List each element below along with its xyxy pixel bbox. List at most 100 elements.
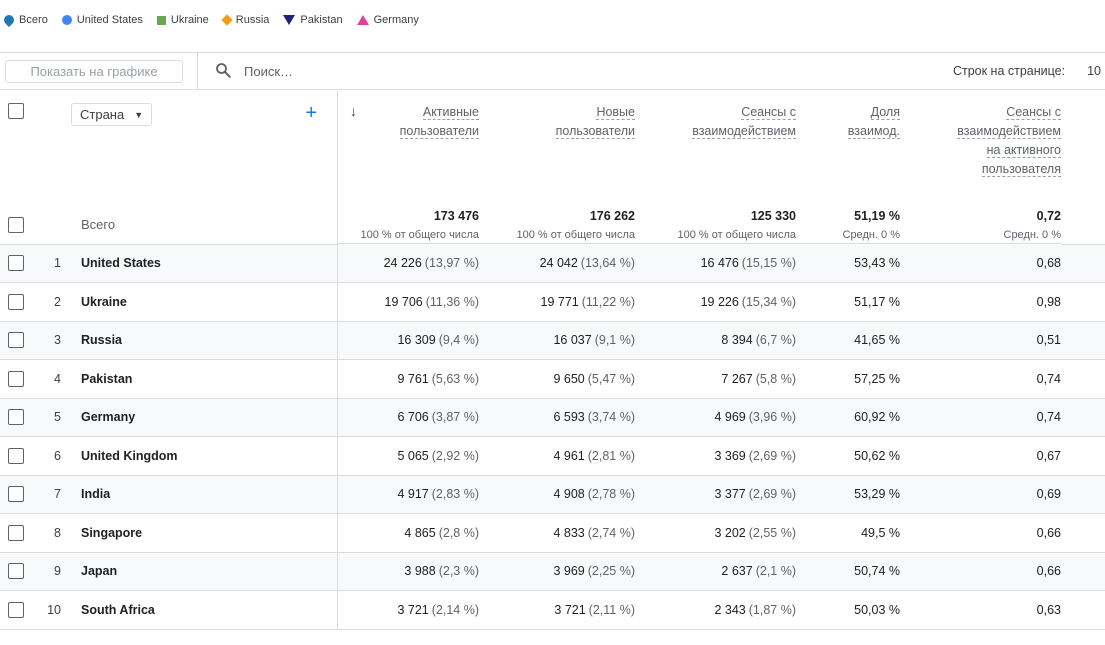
row-engaged-sessions: 3 369 (2,69 %) <box>635 437 796 476</box>
percent: (9,1 %) <box>594 333 635 348</box>
row-checkbox[interactable] <box>8 216 24 233</box>
row-spacer <box>1061 360 1105 399</box>
percent: (6,7 %) <box>755 333 796 348</box>
row-country[interactable]: South Africa <box>71 591 338 630</box>
row-checkbox[interactable] <box>8 255 24 272</box>
legend-circle-icon <box>61 15 72 25</box>
row-sessions-per-user: 0,51 <box>900 321 1061 360</box>
search-icon[interactable] <box>214 61 232 82</box>
row-country[interactable]: Singapore <box>71 514 338 553</box>
percent: (2,69 %) <box>748 487 796 502</box>
totals-spacer <box>1061 206 1105 245</box>
row-engaged-sessions: 8 394 (6,7 %) <box>635 321 796 360</box>
header-metric[interactable]: Новые пользователи <box>479 91 635 206</box>
row-country[interactable]: Pakistan <box>71 360 338 399</box>
row-checkbox[interactable] <box>8 409 24 426</box>
metric-title-line: на активного <box>986 143 1061 158</box>
row-checkbox-cell <box>0 321 33 360</box>
toolbar-divider <box>197 52 198 90</box>
totals-metric: 173 476 100 % от общего числа <box>338 206 479 244</box>
plot-rows-button[interactable]: Показать на графике <box>5 59 183 83</box>
row-engaged-sessions: 2 637 (2,1 %) <box>635 552 796 591</box>
value: 4 908 <box>553 487 585 502</box>
row-spacer <box>1061 514 1105 553</box>
metric-title: Доля взаимод. <box>847 103 900 141</box>
row-sessions-per-user: 0,68 <box>900 244 1061 283</box>
row-checkbox[interactable] <box>8 332 24 349</box>
totals-value: 0,72 <box>1036 208 1061 223</box>
row-rank: 1 <box>33 244 71 283</box>
row-sessions-per-user: 0,98 <box>900 283 1061 322</box>
legend-item[interactable]: Pakistan <box>283 14 343 26</box>
row-spacer <box>1061 437 1105 476</box>
row-country[interactable]: India <box>71 475 338 514</box>
dimension-dropdown[interactable]: Страна ▼ <box>71 103 153 126</box>
value: 9 761 <box>397 371 429 386</box>
legend-item[interactable]: United States <box>61 14 143 26</box>
row-sessions-per-user: 0,66 <box>900 552 1061 591</box>
header-metric[interactable]: Сеансы с взаимодействием на активного польз… <box>900 91 1061 206</box>
legend-tri-up-icon <box>356 15 369 25</box>
value: 9 650 <box>553 371 585 386</box>
value: 16 037 <box>553 333 592 348</box>
legend-label: Russia <box>235 14 270 26</box>
totals-subtext: 100 % от общего числа <box>516 228 635 241</box>
percent: (15,15 %) <box>741 256 796 271</box>
legend-item[interactable]: Russia <box>221 14 270 26</box>
percent: (9,4 %) <box>438 333 479 348</box>
row-engaged-sessions: 19 226 (15,34 %) <box>635 283 796 322</box>
metric-title-line: Сеансы с <box>1006 105 1061 120</box>
legend-label: United States <box>76 14 143 26</box>
percent: (2,11 %) <box>588 602 635 617</box>
row-checkbox[interactable] <box>8 447 24 464</box>
rows-per-page: Строк на странице: 10 <box>953 64 1105 78</box>
row-checkbox[interactable] <box>8 563 24 580</box>
row-country[interactable]: Russia <box>71 321 338 360</box>
percent: (2,8 %) <box>438 525 479 540</box>
legend-item[interactable]: Ukraine <box>156 14 209 26</box>
metric-title-line: пользователи <box>399 124 479 139</box>
value: 24 042 <box>539 256 578 271</box>
sort-down-arrow-icon[interactable]: ↓ <box>350 103 357 119</box>
header-metric[interactable]: ↓ Активные пользователи <box>338 91 479 206</box>
row-country[interactable]: United States <box>71 244 338 283</box>
add-dimension-plus-icon[interactable]: + <box>305 102 317 124</box>
value: 5 065 <box>397 448 429 463</box>
rows-per-page-select[interactable]: 10 <box>1087 64 1101 78</box>
row-rank: 4 <box>33 360 71 399</box>
legend-item[interactable]: Всего <box>1 12 48 28</box>
totals-label: Всего <box>81 217 116 233</box>
percent: (11,22 %) <box>581 294 635 309</box>
header-metric[interactable]: Доля взаимод. <box>796 91 900 206</box>
row-checkbox[interactable] <box>8 103 24 119</box>
value: 8 394 <box>721 333 753 348</box>
totals-value: 51,19 % <box>854 208 900 223</box>
row-active-users: 3 988 (2,3 %) <box>338 552 479 591</box>
row-checkbox[interactable] <box>8 601 24 618</box>
search-box <box>214 61 953 82</box>
row-country[interactable]: Japan <box>71 552 338 591</box>
legend-item[interactable]: Germany <box>356 14 419 26</box>
row-country[interactable]: Germany <box>71 398 338 437</box>
row-sessions-per-user: 0,63 <box>900 591 1061 630</box>
row-checkbox[interactable] <box>8 293 24 310</box>
row-engagement-rate: 50,03 % <box>796 591 900 630</box>
header-metric[interactable]: Сеансы с взаимодействием <box>635 91 796 206</box>
value: 19 771 <box>540 294 579 309</box>
metric-title-line: взаимодействием <box>692 124 796 139</box>
totals-checkbox-cell <box>0 206 33 245</box>
row-country[interactable]: Ukraine <box>71 283 338 322</box>
percent: (2,83 %) <box>431 487 479 502</box>
totals-metric: 125 330 100 % от общего числа <box>635 206 796 244</box>
metric-title-line: Сеансы с <box>741 105 796 120</box>
row-checkbox[interactable] <box>8 524 24 541</box>
row-country[interactable]: United Kingdom <box>71 437 338 476</box>
row-engaged-sessions: 7 267 (5,8 %) <box>635 360 796 399</box>
percent: (15,34 %) <box>741 294 796 309</box>
metric-title: Сеансы с взаимодействием на активного польз… <box>957 103 1061 179</box>
percent: (2,1 %) <box>755 564 796 579</box>
row-checkbox[interactable] <box>8 486 24 503</box>
row-checkbox[interactable] <box>8 370 24 387</box>
row-spacer <box>1061 475 1105 514</box>
search-input[interactable] <box>242 62 442 80</box>
